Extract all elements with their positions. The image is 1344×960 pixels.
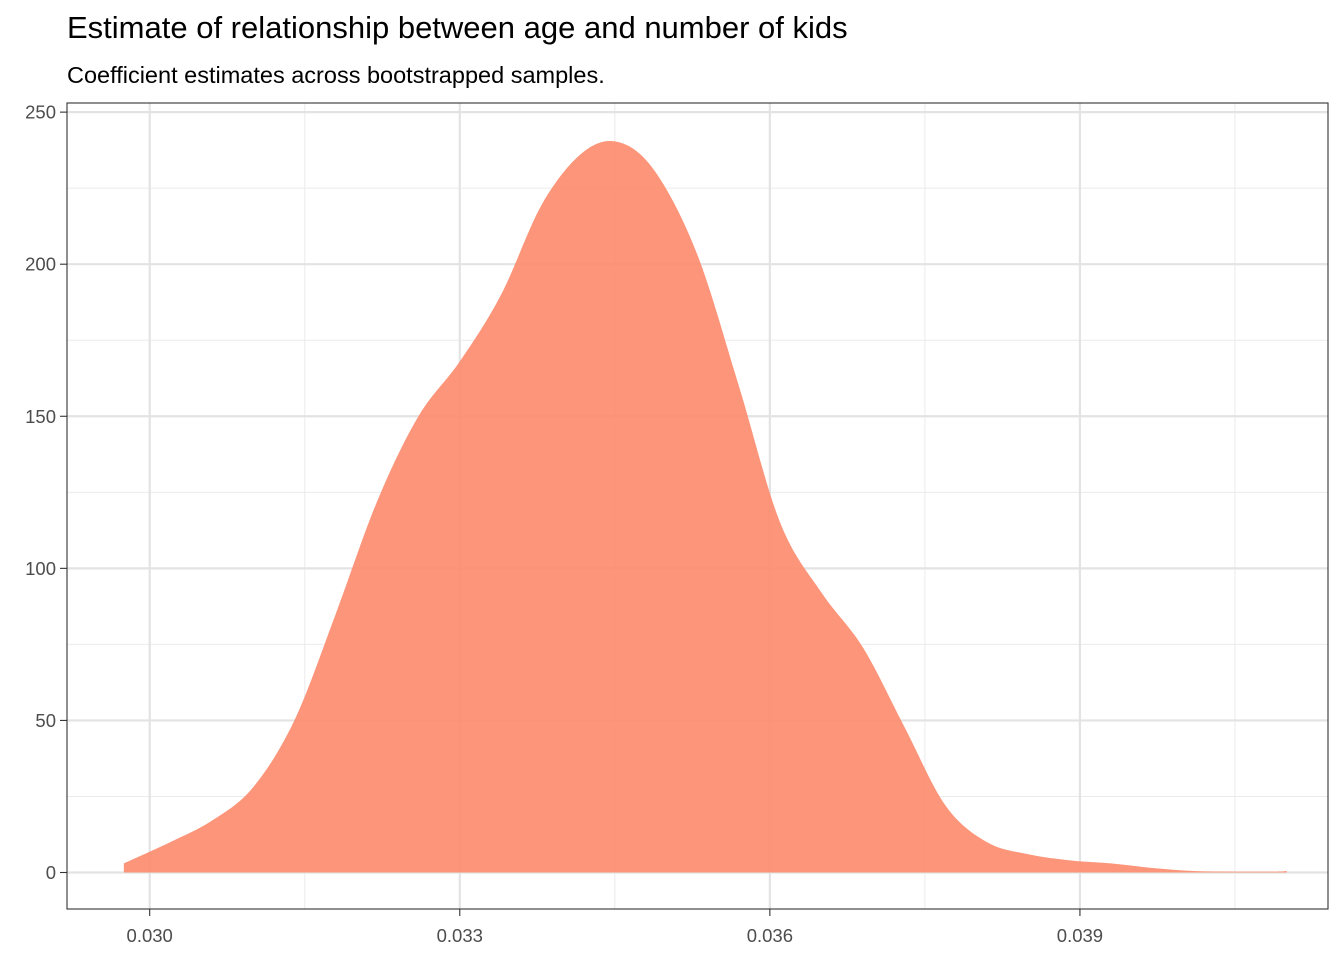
plot-panel-border	[66, 102, 1329, 910]
chart-title: Estimate of relationship between age and…	[67, 10, 848, 45]
y-tick-label: 150	[25, 406, 56, 427]
y-tick-label: 0	[46, 862, 56, 883]
density-area	[123, 141, 1287, 873]
x-tick-label: 0.039	[1057, 925, 1103, 946]
x-tick-label: 0.036	[747, 925, 793, 946]
y-tick-label: 100	[25, 558, 56, 579]
chart-subtitle: Coefficient estimates across bootstrappe…	[67, 62, 605, 88]
x-tick-label: 0.030	[127, 925, 173, 946]
x-tick-label: 0.033	[437, 925, 483, 946]
x-axis: 0.030 0.033 0.036 0.039	[127, 909, 1103, 946]
y-tick-label: 250	[25, 102, 56, 123]
y-tick-label: 200	[25, 254, 56, 275]
y-axis: 0 50 100 150 200 250	[25, 102, 67, 883]
y-tick-label: 50	[35, 710, 56, 731]
